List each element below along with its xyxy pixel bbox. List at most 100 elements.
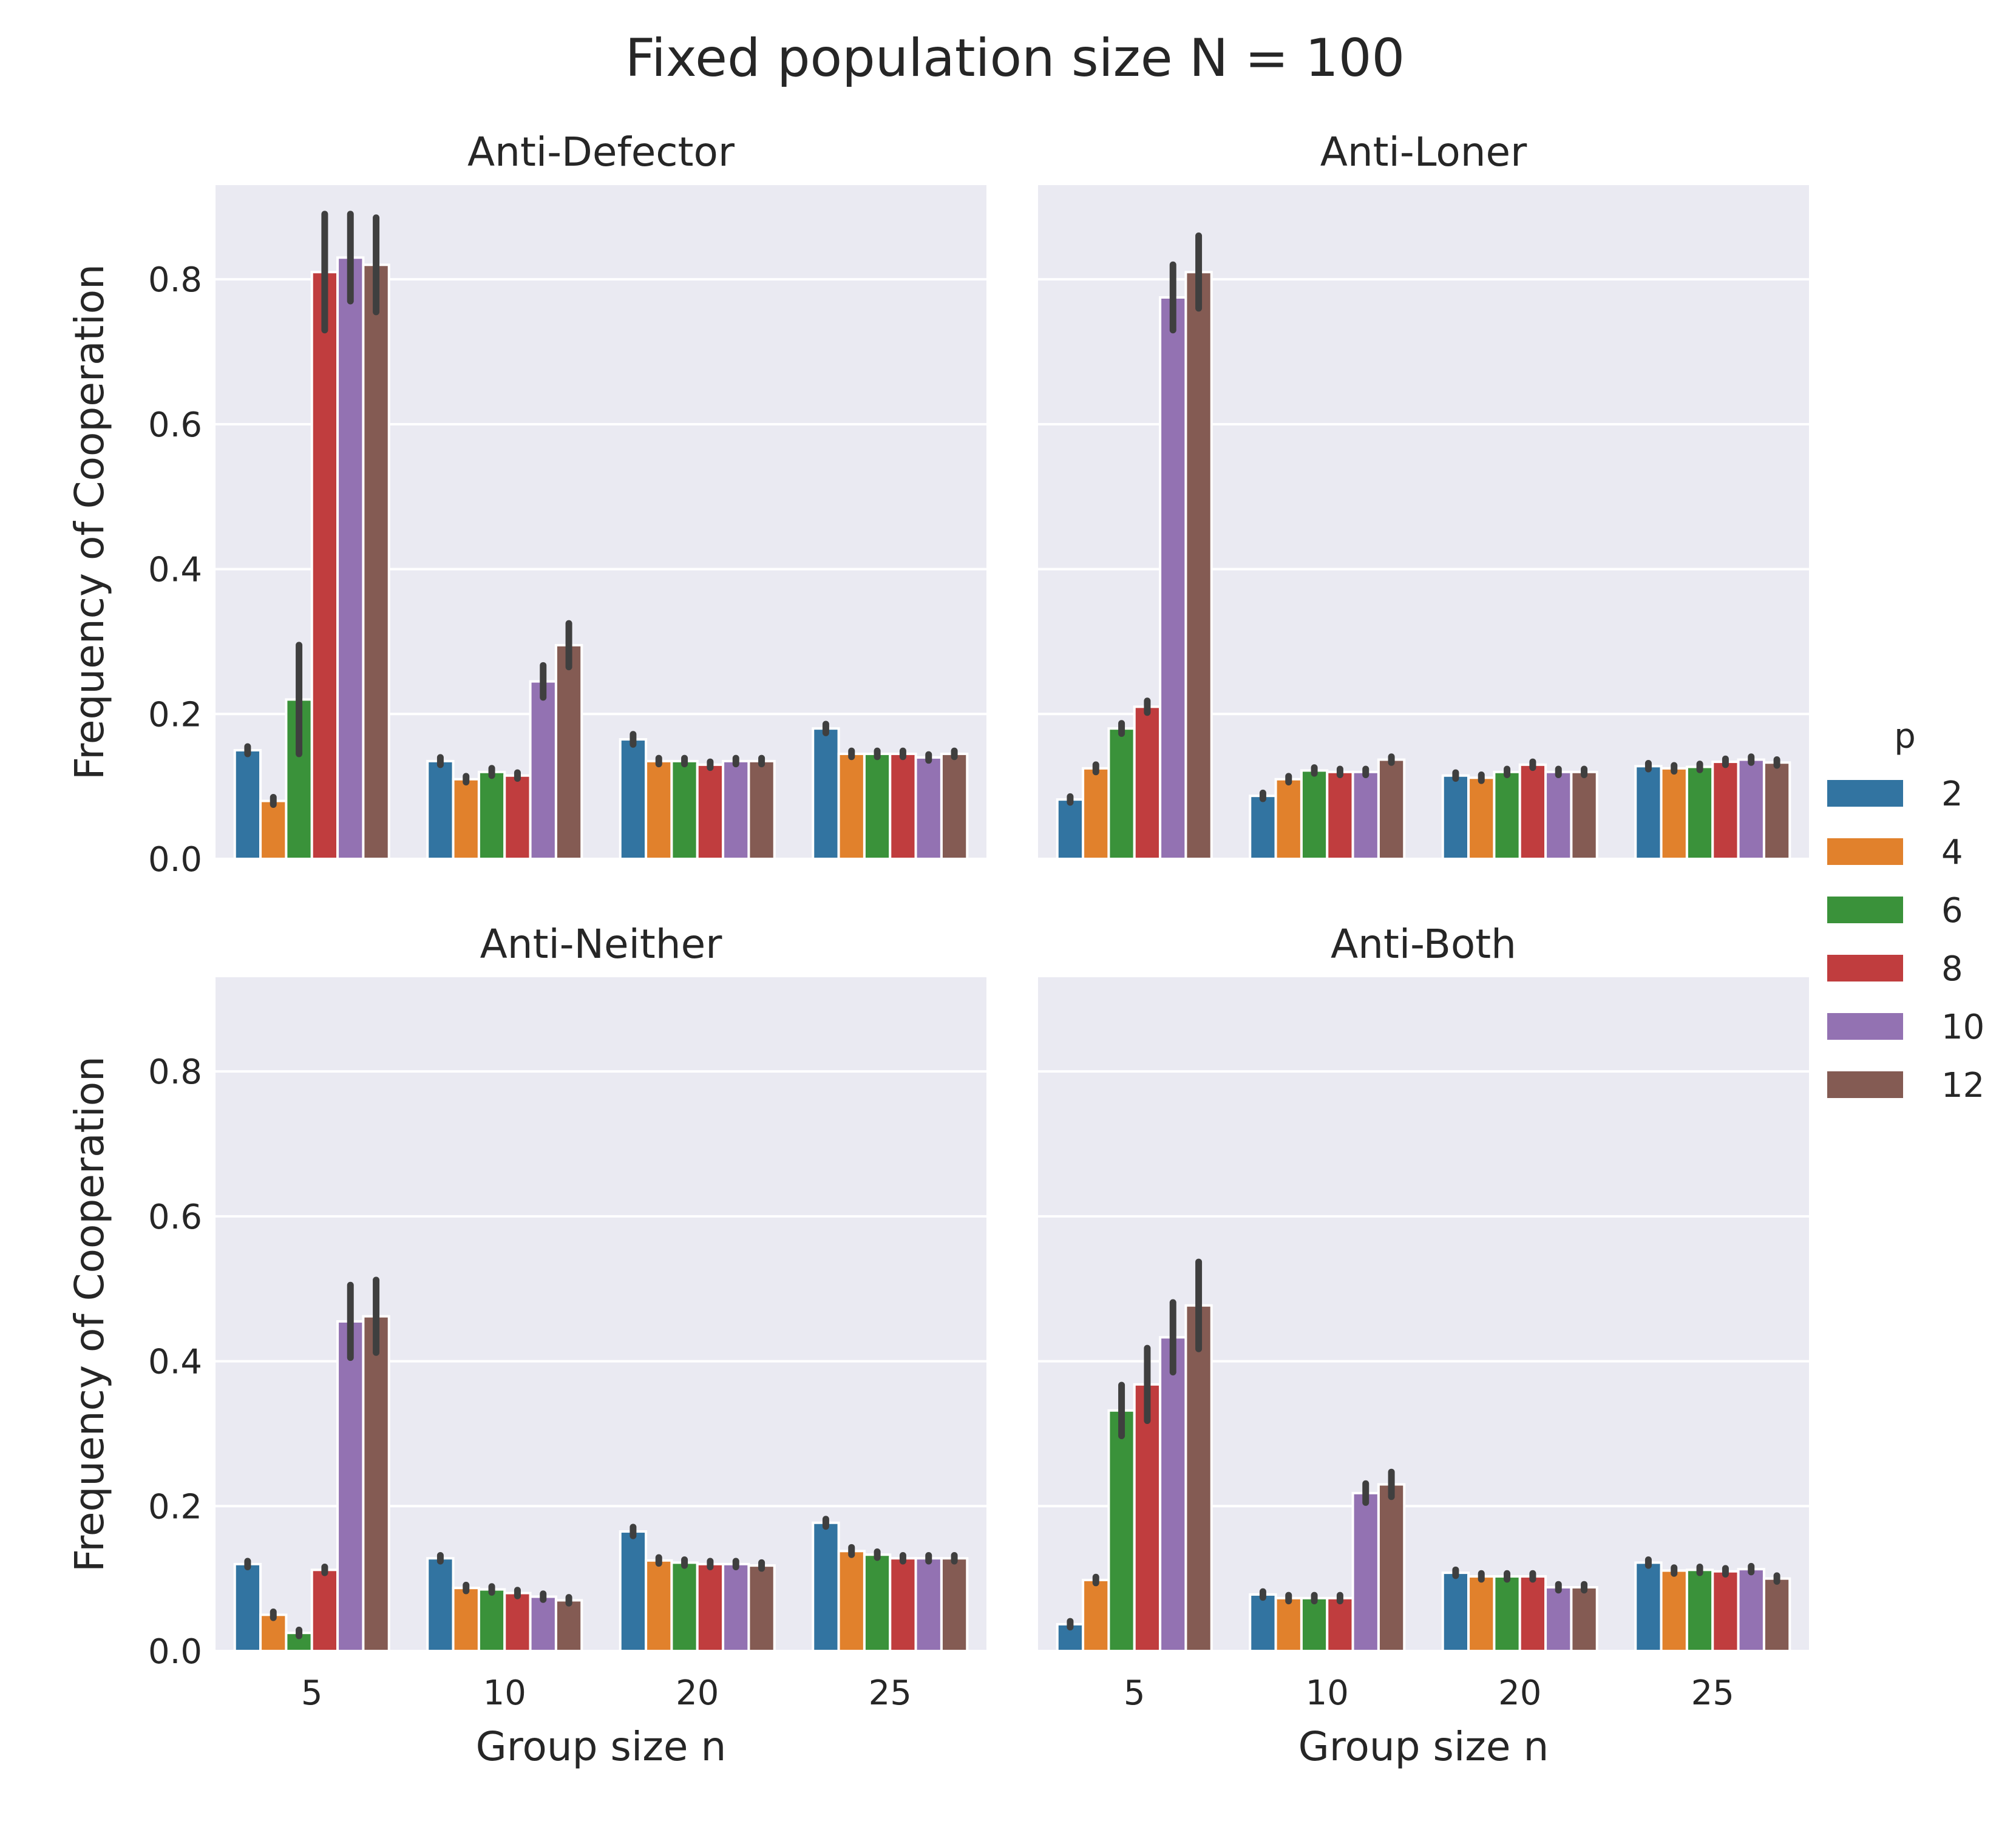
bar	[1377, 758, 1406, 861]
bar	[310, 1568, 339, 1652]
bar	[336, 256, 365, 860]
bar	[645, 1559, 673, 1652]
x-axis-label: Group size n	[1298, 1723, 1549, 1770]
y-tick-label: 0.2	[148, 1487, 202, 1527]
error-bars	[244, 211, 958, 808]
panel-title: Anti-Both	[1331, 921, 1516, 968]
y-tick-label: 0.6	[148, 405, 202, 445]
bar	[1274, 778, 1303, 861]
legend-title: p	[1894, 717, 1916, 756]
bar	[554, 643, 583, 860]
bar	[1184, 1304, 1213, 1653]
plot-area	[216, 977, 986, 1651]
bar	[722, 1562, 750, 1652]
panel-title: Anti-Defector	[467, 129, 735, 175]
bar	[1737, 1568, 1765, 1653]
bar	[259, 799, 288, 860]
legend-swatch	[1827, 780, 1903, 807]
x-tick-label: 25	[1691, 1673, 1734, 1713]
panel-title: Anti-Neither	[480, 921, 723, 968]
bar	[1634, 1561, 1663, 1653]
bar	[1634, 765, 1663, 861]
bar	[1159, 1336, 1187, 1653]
x-tick-label: 10	[483, 1673, 526, 1713]
bar	[1518, 1575, 1547, 1652]
bar	[1570, 770, 1598, 860]
bar	[426, 1557, 455, 1653]
bar	[889, 1557, 917, 1653]
bar	[362, 1315, 390, 1652]
bar	[889, 752, 917, 860]
bar	[747, 759, 776, 860]
bar	[1711, 761, 1740, 861]
bar	[696, 763, 725, 861]
bar	[503, 1592, 532, 1652]
bar	[529, 680, 557, 861]
bar	[362, 263, 390, 860]
legend-label: 6	[1941, 891, 1963, 931]
bar	[940, 752, 969, 860]
x-tick-label: 5	[1124, 1673, 1145, 1713]
bar	[812, 727, 840, 860]
bar	[503, 774, 532, 861]
legend-item: 10	[1827, 1008, 1984, 1047]
legend-swatch	[1827, 1013, 1903, 1040]
bar	[1737, 758, 1765, 861]
bar	[1762, 761, 1791, 860]
bar	[1274, 1596, 1303, 1652]
bar	[1300, 1596, 1329, 1652]
bar	[1762, 1577, 1791, 1653]
bar	[1351, 1491, 1380, 1652]
panel-anti-loner: Anti-Loner	[1038, 129, 1809, 861]
bar	[1249, 1593, 1277, 1653]
legend-swatch	[1827, 897, 1903, 923]
bar	[1107, 1409, 1136, 1652]
x-axis-label: Group size n	[476, 1723, 727, 1770]
legend-label: 12	[1941, 1066, 1984, 1105]
error-bars	[1067, 1258, 1780, 1631]
bar	[233, 748, 262, 861]
y-tick-label: 0.8	[148, 1053, 202, 1092]
bar	[1300, 769, 1329, 860]
bar	[1544, 1585, 1573, 1653]
bar	[1570, 1585, 1598, 1653]
legend-label: 10	[1941, 1008, 1984, 1047]
bar	[1249, 795, 1277, 860]
bar	[1660, 1569, 1688, 1652]
bar	[1544, 770, 1573, 860]
bar	[452, 778, 480, 861]
figure-title: Fixed population size N = 100	[625, 28, 1405, 89]
panel-title: Anti-Loner	[1320, 129, 1527, 175]
bar	[1184, 271, 1213, 860]
bar	[1159, 296, 1187, 860]
legend: p2 4 6 8 10 12	[1827, 717, 1984, 1105]
legend-swatch	[1827, 1071, 1903, 1098]
bar	[1518, 763, 1547, 861]
bar	[1133, 1383, 1162, 1652]
bar	[285, 698, 313, 860]
bar	[863, 752, 892, 860]
bar	[1056, 798, 1085, 860]
bar	[1082, 1579, 1110, 1652]
y-tick-label: 0.4	[148, 551, 202, 590]
bar	[940, 1557, 969, 1653]
bar	[1351, 770, 1380, 860]
y-tick-label: 0.6	[148, 1198, 202, 1237]
y-axis-label: Frequency of Cooperation	[66, 264, 113, 780]
bar	[452, 1587, 480, 1653]
bar	[1326, 770, 1354, 860]
bar	[914, 1557, 943, 1653]
legend-item: 6	[1827, 891, 1963, 931]
panels: 0.0 0.2 0.4 0.6 0.8 Frequency of Cooperation A…	[66, 129, 1809, 1770]
bar	[1711, 1570, 1740, 1653]
bar	[336, 1320, 365, 1653]
bar	[529, 1595, 557, 1653]
bar	[1377, 1483, 1406, 1653]
bar	[554, 1599, 583, 1653]
bar	[1467, 1575, 1496, 1652]
bar	[696, 1562, 725, 1652]
legend-item: 8	[1827, 949, 1963, 989]
bar	[1467, 776, 1496, 861]
y-tick-label: 0.0	[148, 840, 202, 880]
